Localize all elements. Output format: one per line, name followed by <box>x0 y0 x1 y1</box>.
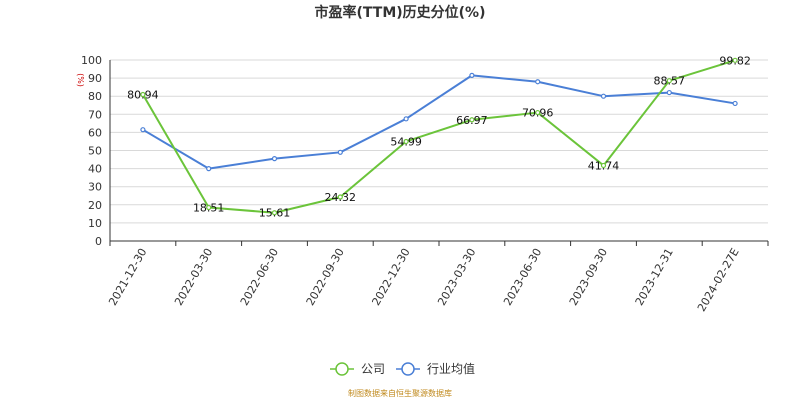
data-point <box>732 100 738 107</box>
legend[interactable]: 公司 行业均值 <box>330 361 475 376</box>
y-tick-label: 40 <box>88 163 102 176</box>
data-label: 80.94 <box>127 88 159 101</box>
data-point <box>732 57 738 63</box>
data-label: 41.74 <box>588 159 620 172</box>
data-label: 70.96 <box>522 107 554 120</box>
data-point <box>206 166 212 172</box>
y-tick-label: 70 <box>88 108 102 121</box>
y-tick-label: 30 <box>88 181 102 194</box>
data-label: 88.57 <box>654 75 686 88</box>
data-point <box>666 89 672 96</box>
x-tick-label: 2022-12-30 <box>369 246 412 308</box>
chart-title: 市盈率(TTM)历史分位(%) <box>315 4 486 21</box>
legend-item-0[interactable]: 公司 <box>330 362 385 376</box>
legend-marker <box>401 362 415 376</box>
data-label: 99.82 <box>719 54 751 67</box>
x-tick-label: 2022-06-30 <box>238 246 281 308</box>
data-point <box>600 162 607 169</box>
x-tick-label: 2023-03-30 <box>435 246 478 308</box>
y-tick-label: 60 <box>88 126 102 139</box>
data-point <box>337 149 343 155</box>
x-axis: 2021-12-30 2022-03-30 2022-06-30 2022-09-30… <box>106 241 769 314</box>
x-tick-label: 2021-12-30 <box>106 246 149 308</box>
y-tick-label: 90 <box>88 72 102 85</box>
legend-label: 行业均值 <box>427 361 475 376</box>
x-tick-label: 2023-09-30 <box>567 246 610 308</box>
x-tick-label: 2024-02-27E <box>695 246 742 314</box>
y-axis-unit: (%) <box>76 73 85 87</box>
y-tick-label: 100 <box>81 54 102 67</box>
x-tick-label: 2023-06-30 <box>501 246 544 308</box>
data-point <box>140 91 146 98</box>
data-point <box>469 72 475 78</box>
data-label: 24.32 <box>325 191 357 204</box>
x-tick-label: 2023-12-31 <box>633 246 676 308</box>
data-point <box>206 204 212 211</box>
x-tick-label: 2022-09-30 <box>304 246 347 308</box>
y-tick-label: 10 <box>88 217 102 230</box>
series-line-1 <box>142 74 736 170</box>
x-tick-label: 2022-03-30 <box>172 246 215 308</box>
data-point <box>140 127 146 133</box>
data-point <box>271 210 278 216</box>
legend-marker <box>335 362 349 376</box>
y-tick-label: 50 <box>88 145 102 158</box>
y-tick-label: 0 <box>95 235 102 248</box>
data-point <box>535 109 541 116</box>
data-source: 制图数据来自恒生聚源数据库 <box>348 388 452 398</box>
data-labels: 80.94 18.51 15.61 24.32 54.99 66.97 70.96 41.74… <box>127 54 751 219</box>
series-line-0 <box>142 59 736 214</box>
series-group <box>140 57 738 216</box>
data-point <box>403 138 409 145</box>
data-label: 66.97 <box>456 114 488 127</box>
y-tick-label: 20 <box>88 199 102 212</box>
data-point <box>271 156 278 162</box>
data-point <box>666 78 672 84</box>
data-label: 18.51 <box>193 201 225 214</box>
y-axis-ticks: 0 10 20 30 40 50 60 70 80 90 100 <box>81 54 102 248</box>
data-point <box>469 117 475 123</box>
data-label: 54.99 <box>390 135 422 148</box>
legend-label: 公司 <box>361 362 385 376</box>
y-tick-label: 80 <box>88 90 102 103</box>
data-label: 15.61 <box>259 207 291 220</box>
data-point <box>337 194 343 200</box>
legend-item-1[interactable]: 行业均值 <box>396 361 475 376</box>
data-point <box>535 79 541 85</box>
data-point <box>600 93 607 99</box>
data-point <box>403 116 409 122</box>
